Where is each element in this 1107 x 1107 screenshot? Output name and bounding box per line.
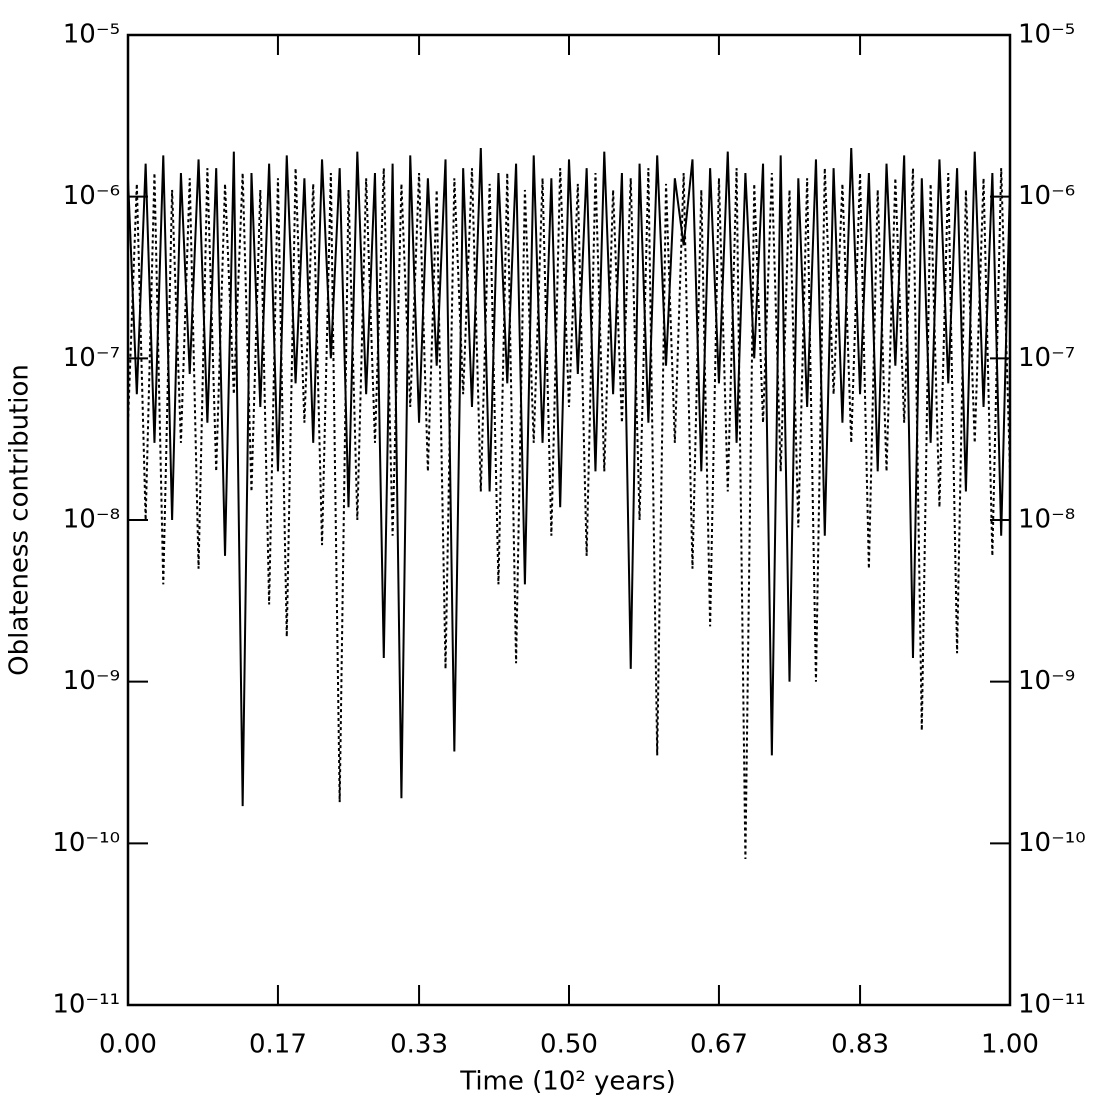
- x-tick-label: 0.50: [540, 1030, 598, 1060]
- y-tick-label: 10⁻⁷: [63, 343, 120, 373]
- y-tick-label: 10⁻¹¹: [52, 990, 120, 1020]
- y-axis-title: Oblateness contribution: [5, 364, 35, 676]
- y-tick-label: 10⁻¹⁰: [52, 828, 120, 858]
- y2-tick-label: 10⁻¹¹: [1018, 990, 1086, 1020]
- x-tick-label: 0.33: [390, 1030, 448, 1060]
- x-tick-label: 0.67: [690, 1030, 748, 1060]
- data-line: [127, 168, 1011, 860]
- data-line: [127, 147, 1011, 807]
- y-tick-label: 10⁻⁶: [63, 181, 120, 211]
- y2-tick-label: 10⁻¹⁰: [1018, 828, 1086, 858]
- y2-tick-label: 10⁻⁸: [1018, 505, 1075, 535]
- y2-tick-label: 10⁻⁹: [1018, 666, 1075, 696]
- x-axis-title: Time (10² years): [459, 1067, 676, 1097]
- y-tick-label: 10⁻⁵: [63, 20, 120, 50]
- y2-tick-label: 10⁻⁷: [1018, 343, 1075, 373]
- x-tick-label: 0.83: [831, 1030, 889, 1060]
- y-tick-label: 10⁻⁸: [63, 505, 120, 535]
- x-tick-label: 0.17: [249, 1030, 307, 1060]
- y-tick-label: 10⁻⁹: [63, 666, 120, 696]
- x-tick-label: 0.00: [99, 1030, 157, 1060]
- y2-tick-label: 10⁻⁵: [1018, 20, 1075, 50]
- y2-tick-label: 10⁻⁶: [1018, 181, 1075, 211]
- x-tick-label: 1.00: [981, 1030, 1039, 1060]
